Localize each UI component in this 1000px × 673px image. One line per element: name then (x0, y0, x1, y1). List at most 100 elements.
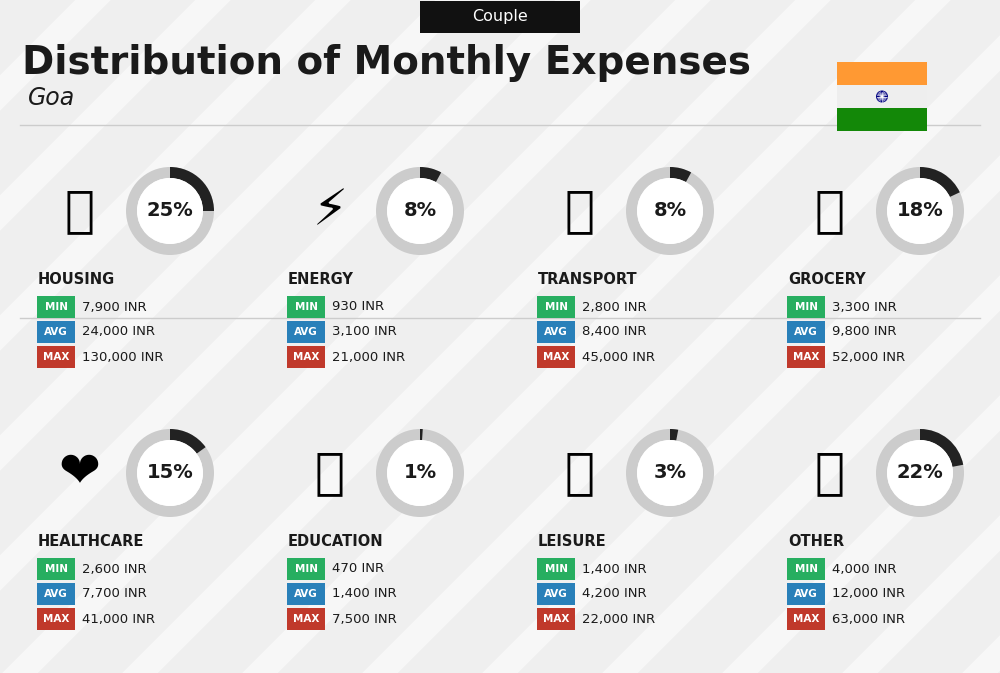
Wedge shape (920, 429, 963, 467)
Text: MIN: MIN (44, 302, 68, 312)
Text: 18%: 18% (897, 201, 943, 221)
Text: 63,000 INR: 63,000 INR (832, 612, 905, 625)
Text: 8,400 INR: 8,400 INR (582, 326, 646, 339)
Text: OTHER: OTHER (788, 534, 844, 548)
FancyBboxPatch shape (787, 558, 825, 580)
Text: 3,300 INR: 3,300 INR (832, 301, 897, 314)
Text: 21,000 INR: 21,000 INR (332, 351, 405, 363)
Text: 7,900 INR: 7,900 INR (82, 301, 147, 314)
Text: MAX: MAX (43, 614, 69, 624)
Wedge shape (626, 429, 714, 517)
Text: AVG: AVG (544, 327, 568, 337)
Text: 22%: 22% (897, 464, 943, 483)
Text: 4,000 INR: 4,000 INR (832, 563, 896, 575)
Circle shape (637, 178, 703, 244)
Circle shape (876, 90, 888, 102)
Text: AVG: AVG (294, 327, 318, 337)
Text: Goa: Goa (28, 86, 75, 110)
FancyBboxPatch shape (37, 583, 75, 605)
Circle shape (887, 178, 953, 244)
Circle shape (387, 440, 453, 506)
Text: 12,000 INR: 12,000 INR (832, 588, 905, 600)
Wedge shape (626, 167, 714, 255)
Text: HOUSING: HOUSING (38, 271, 115, 287)
FancyBboxPatch shape (537, 583, 575, 605)
Text: ❤️: ❤️ (59, 449, 101, 497)
Text: ⚡: ⚡ (312, 187, 348, 235)
Text: AVG: AVG (794, 327, 818, 337)
Circle shape (387, 178, 453, 244)
Wedge shape (670, 429, 678, 441)
Text: 22,000 INR: 22,000 INR (582, 612, 655, 625)
Text: MAX: MAX (793, 352, 819, 362)
Text: 9,800 INR: 9,800 INR (832, 326, 896, 339)
Text: MAX: MAX (543, 352, 569, 362)
Text: TRANSPORT: TRANSPORT (538, 271, 638, 287)
Text: 🏢: 🏢 (65, 187, 95, 235)
Wedge shape (420, 167, 441, 182)
FancyBboxPatch shape (37, 608, 75, 630)
Wedge shape (420, 429, 423, 440)
Text: MIN: MIN (544, 564, 568, 574)
FancyBboxPatch shape (287, 558, 325, 580)
Text: 41,000 INR: 41,000 INR (82, 612, 155, 625)
Text: ENERGY: ENERGY (288, 271, 354, 287)
FancyBboxPatch shape (420, 1, 580, 33)
FancyBboxPatch shape (837, 85, 927, 108)
Text: MAX: MAX (543, 614, 569, 624)
Text: 🚌: 🚌 (565, 187, 595, 235)
Text: 4,200 INR: 4,200 INR (582, 588, 647, 600)
Text: 45,000 INR: 45,000 INR (582, 351, 655, 363)
FancyBboxPatch shape (787, 346, 825, 368)
Text: LEISURE: LEISURE (538, 534, 607, 548)
Circle shape (637, 440, 703, 506)
FancyBboxPatch shape (287, 296, 325, 318)
FancyBboxPatch shape (787, 321, 825, 343)
Wedge shape (670, 167, 691, 182)
Wedge shape (376, 167, 464, 255)
Text: 52,000 INR: 52,000 INR (832, 351, 905, 363)
FancyBboxPatch shape (287, 608, 325, 630)
Wedge shape (876, 429, 964, 517)
FancyBboxPatch shape (787, 583, 825, 605)
FancyBboxPatch shape (287, 583, 325, 605)
Text: AVG: AVG (44, 327, 68, 337)
Text: AVG: AVG (544, 589, 568, 599)
Text: HEALTHCARE: HEALTHCARE (38, 534, 144, 548)
Text: 24,000 INR: 24,000 INR (82, 326, 155, 339)
Text: 1%: 1% (403, 464, 437, 483)
Circle shape (887, 440, 953, 506)
Text: MAX: MAX (293, 614, 319, 624)
FancyBboxPatch shape (837, 62, 927, 85)
Text: MIN: MIN (794, 564, 818, 574)
Text: 130,000 INR: 130,000 INR (82, 351, 164, 363)
Wedge shape (126, 167, 214, 255)
FancyBboxPatch shape (787, 296, 825, 318)
Text: 15%: 15% (147, 464, 193, 483)
FancyBboxPatch shape (37, 296, 75, 318)
FancyBboxPatch shape (537, 296, 575, 318)
Text: MAX: MAX (43, 352, 69, 362)
FancyBboxPatch shape (787, 608, 825, 630)
FancyBboxPatch shape (37, 558, 75, 580)
Text: 2,600 INR: 2,600 INR (82, 563, 147, 575)
Text: 470 INR: 470 INR (332, 563, 384, 575)
Text: AVG: AVG (294, 589, 318, 599)
Text: 1,400 INR: 1,400 INR (332, 588, 397, 600)
Text: AVG: AVG (44, 589, 68, 599)
Wedge shape (170, 167, 214, 211)
FancyBboxPatch shape (37, 346, 75, 368)
Text: 🛒: 🛒 (815, 187, 845, 235)
FancyBboxPatch shape (287, 346, 325, 368)
Text: MAX: MAX (293, 352, 319, 362)
Text: 7,500 INR: 7,500 INR (332, 612, 397, 625)
Text: MIN: MIN (794, 302, 818, 312)
Text: GROCERY: GROCERY (788, 271, 866, 287)
FancyBboxPatch shape (837, 108, 927, 131)
Wedge shape (170, 429, 206, 454)
Text: 👜: 👜 (815, 449, 845, 497)
Text: 3%: 3% (654, 464, 686, 483)
FancyBboxPatch shape (537, 321, 575, 343)
Wedge shape (376, 429, 464, 517)
Text: 25%: 25% (147, 201, 193, 221)
